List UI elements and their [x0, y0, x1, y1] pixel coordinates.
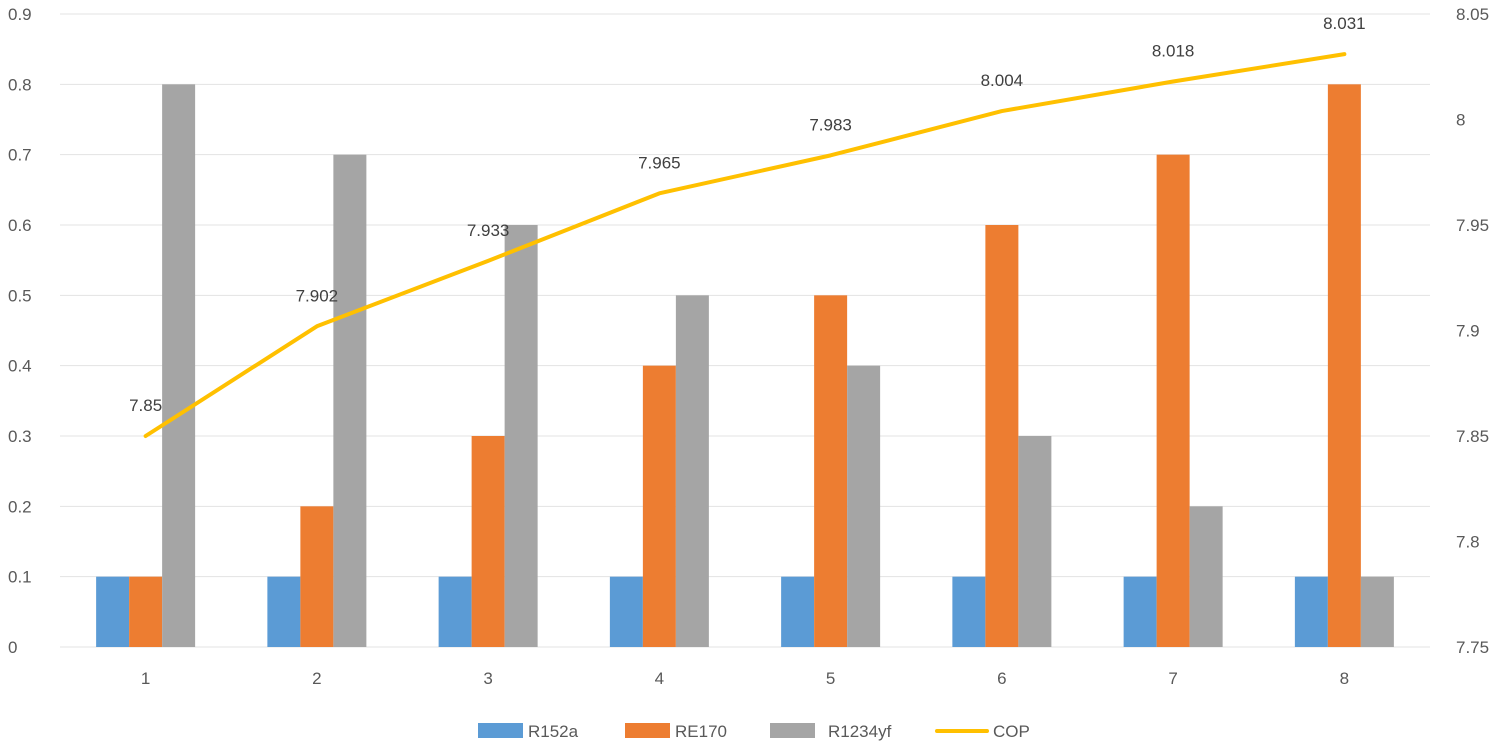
y2-axis-tick-label: 7.9 [1456, 322, 1480, 341]
cop-data-label: 8.018 [1152, 42, 1195, 61]
y-axis-tick-label: 0.1 [8, 568, 32, 587]
bar-re170 [642, 365, 676, 647]
y2-axis-tick-label: 7.8 [1456, 533, 1480, 552]
bar-r152a [1123, 576, 1157, 647]
bar-r152a [1294, 576, 1328, 647]
cop-data-label: 7.933 [467, 221, 510, 240]
y2-axis-tick-label: 8.05 [1456, 5, 1489, 24]
x-axis-tick-label: 7 [1168, 669, 1177, 688]
y-axis-tick-label: 0.4 [8, 357, 32, 376]
cop-data-label: 7.85 [129, 396, 162, 415]
bar-r152a [438, 576, 472, 647]
x-axis-tick-label: 2 [312, 669, 321, 688]
bar-r1234yf [1360, 576, 1394, 647]
y-axis-tick-label: 0.2 [8, 497, 32, 516]
x-axis-tick-label: 3 [483, 669, 492, 688]
cop-data-label: 7.965 [638, 153, 681, 172]
legend-label: R1234yf [828, 722, 892, 741]
cop-data-label: 7.983 [809, 115, 852, 134]
bar-r152a [267, 576, 301, 647]
bar-re170 [985, 225, 1019, 647]
legend-label: RE170 [675, 722, 727, 741]
y2-axis-tick-label: 7.85 [1456, 427, 1489, 446]
cop-line [143, 52, 1347, 438]
y-axis-tick-label: 0.8 [8, 75, 32, 94]
bar-re170 [129, 576, 163, 647]
bar-r152a [96, 576, 130, 647]
x-axis-tick-label: 5 [826, 669, 835, 688]
bar-r1234yf [333, 154, 367, 647]
bar-re170 [300, 506, 334, 647]
y-axis-tick-label: 0 [8, 638, 17, 657]
bar-r1234yf [162, 84, 196, 648]
bar-r152a [609, 576, 643, 647]
bar-r1234yf [504, 225, 538, 647]
bar-r152a [952, 576, 986, 647]
cop-data-label: 7.902 [296, 286, 339, 305]
bar-r1234yf [1189, 506, 1223, 647]
y-axis-tick-label: 0.3 [8, 427, 32, 446]
y-axis-tick-label: 0.5 [8, 286, 32, 305]
legend-swatch [625, 723, 670, 738]
legend-label: COP [993, 722, 1030, 741]
legend-label: R152a [528, 722, 579, 741]
x-axis-tick-label: 8 [1340, 669, 1349, 688]
y2-axis-tick-label: 7.95 [1456, 216, 1489, 235]
bar-re170 [814, 295, 848, 647]
y-axis-tick-label: 0.6 [8, 216, 32, 235]
cop-data-label: 8.004 [981, 71, 1024, 90]
bar-r1234yf [1018, 436, 1052, 647]
legend-swatch [770, 723, 815, 738]
bar-r152a [781, 576, 815, 647]
bar-re170 [1156, 154, 1190, 647]
x-axis-tick-label: 4 [655, 669, 664, 688]
cop-data-label: 8.031 [1323, 14, 1366, 33]
bar-re170 [1327, 84, 1361, 648]
x-axis-tick-label: 6 [997, 669, 1006, 688]
x-axis-tick-label: 1 [141, 669, 150, 688]
y2-axis-tick-label: 8 [1456, 111, 1465, 130]
y2-axis-tick-label: 7.75 [1456, 638, 1489, 657]
bar-r1234yf [847, 365, 881, 647]
y-axis-tick-label: 0.7 [8, 146, 32, 165]
bar-r1234yf [675, 295, 709, 647]
y-axis-tick-label: 0.9 [8, 5, 32, 24]
legend-swatch [478, 723, 523, 738]
bar-re170 [471, 436, 505, 647]
